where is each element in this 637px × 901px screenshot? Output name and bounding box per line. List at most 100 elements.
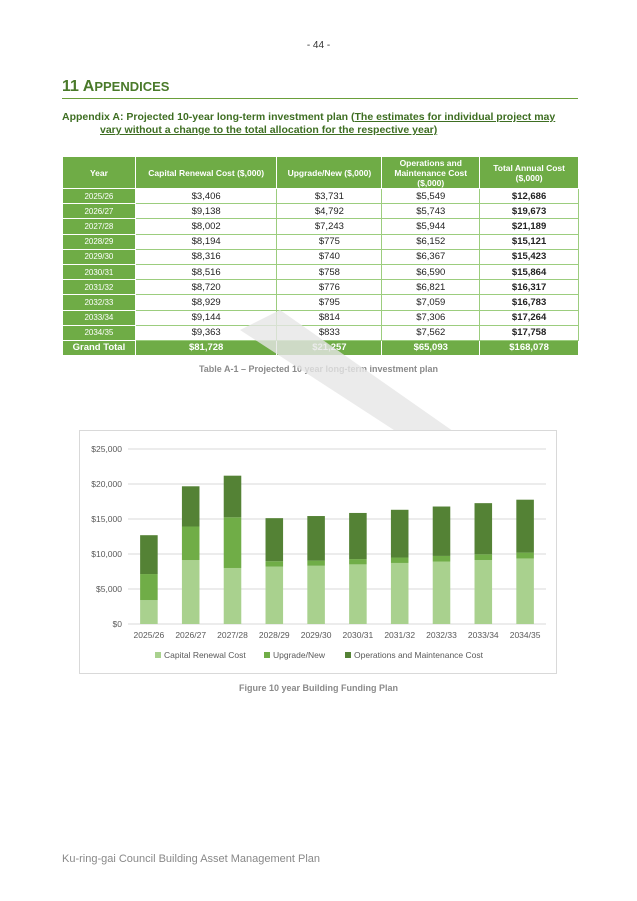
cell-total-annual: $16,783 [479, 294, 579, 311]
legend-swatch [345, 652, 351, 658]
section-title-rest: PPENDICES [94, 79, 170, 94]
x-tick-label: 2027/28 [217, 630, 248, 640]
bar-segment [265, 561, 284, 567]
bar-segment [307, 560, 325, 566]
stacked-bar-chart: $0 $5,000 $10,000 $15,000 $20,000 $25,000 2025… [91, 444, 546, 660]
cell-year: 2033/34 [62, 309, 136, 326]
x-tick-label: 2033/34 [468, 630, 499, 640]
bar-segment [474, 559, 493, 624]
header-upgrade-new: Upgrade/New ($,000) [276, 156, 383, 189]
table-body: 2025/26 $3,406 $3,731 $5,549 $12,686 2026/27 $… [62, 187, 579, 357]
cell-year: 2034/35 [62, 324, 136, 341]
y-tick-label: $15,000 [91, 514, 122, 524]
cell-upgrade-new: $3,731 [276, 187, 383, 205]
bar-segment [516, 552, 534, 559]
table-row: 2027/28 $8,002 $7,243 $5,944 $21,189 [62, 218, 579, 235]
header-capital-renewal: Capital Renewal Cost ($,000) [134, 156, 278, 189]
bar-segment [181, 486, 200, 527]
cell-total-annual: $21,189 [479, 218, 579, 235]
cell-upgrade-new: $776 [276, 279, 383, 296]
cell-operations-maintenance: $6,367 [381, 248, 481, 265]
x-tick-label: 2029/30 [301, 630, 332, 640]
cell-year: 2029/30 [62, 248, 136, 265]
cell-year: 2027/28 [62, 218, 136, 235]
table-row: 2028/29 $8,194 $775 $6,152 $15,121 [62, 233, 579, 250]
cell-total-annual: $19,673 [479, 203, 579, 220]
cell-capital-renewal: $8,194 [134, 233, 278, 250]
bar-segment [349, 564, 367, 624]
y-tick-label: $25,000 [91, 444, 122, 454]
cell-capital-renewal: $8,002 [134, 218, 278, 235]
cell-year: 2031/32 [62, 279, 136, 296]
cell-year: 2025/26 [62, 187, 136, 205]
header-total-annual: Total Annual Cost ($,000) [479, 156, 579, 189]
cell-capital-renewal: $9,363 [134, 324, 278, 341]
y-tick-label: $5,000 [96, 584, 122, 594]
cell-operations-maintenance: $5,743 [381, 203, 481, 220]
table-row: 2031/32 $8,720 $776 $6,821 $16,317 [62, 279, 579, 296]
section-first-letter: A [82, 78, 95, 95]
bar-segment [390, 509, 409, 558]
y-tick-label: $10,000 [91, 549, 122, 559]
cell-upgrade-new: $4,792 [276, 203, 383, 220]
legend-swatch [155, 652, 161, 658]
cell-upgrade-new: $775 [276, 233, 383, 250]
legend-label: Capital Renewal Cost [164, 650, 246, 660]
bar-segment [223, 517, 242, 568]
table-row: 2033/34 $9,144 $814 $7,306 $17,264 [62, 309, 579, 326]
cell-capital-renewal: $3,406 [134, 187, 278, 205]
cell-operations-maintenance: $5,944 [381, 218, 481, 235]
grand-total-total-annual: $168,078 [479, 339, 579, 357]
grand-total-upgrade-new: $21,257 [276, 339, 383, 357]
grand-total-capital-renewal: $81,728 [134, 339, 278, 357]
bar-segment [349, 512, 367, 560]
appendix-note-line1: The estimates for individual project may [354, 111, 556, 123]
bar-segment [223, 567, 242, 624]
section-heading: 11 APPENDICES [62, 78, 578, 99]
x-tick-label: 2030/31 [343, 630, 374, 640]
legend-label: Upgrade/New [273, 650, 326, 660]
bar-segment [349, 559, 367, 565]
x-tick-label: 2032/33 [426, 630, 457, 640]
bar-segment [265, 518, 284, 562]
bar-segment [181, 560, 200, 624]
bar-segment [223, 475, 242, 518]
cell-capital-renewal: $8,720 [134, 279, 278, 296]
header-year: Year [62, 156, 136, 189]
bar-segment [307, 516, 325, 561]
investment-table: Year Capital Renewal Cost ($,000) Upgrad… [62, 156, 579, 357]
table-row: 2029/30 $8,316 $740 $6,367 $15,423 [62, 248, 579, 265]
cell-operations-maintenance: $7,306 [381, 309, 481, 326]
x-tick-label: 2028/29 [259, 630, 290, 640]
bar-segment [181, 526, 200, 561]
cell-operations-maintenance: $7,562 [381, 324, 481, 341]
page-footer: Ku-ring-gai Council Building Asset Manag… [62, 853, 321, 865]
cell-year: 2030/31 [62, 263, 136, 281]
table-row: 2034/35 $9,363 $833 $7,562 $17,758 [62, 324, 579, 341]
cell-operations-maintenance: $5,549 [381, 187, 481, 205]
cell-total-annual: $15,864 [479, 263, 579, 281]
bar-segment [265, 566, 284, 624]
cell-total-annual: $17,758 [479, 324, 579, 341]
chart-caption: Figure 10 year Building Funding Plan [238, 683, 399, 693]
cell-upgrade-new: $833 [276, 324, 383, 341]
table-caption: Table A-1 – Projected 10 year long-term … [198, 364, 439, 374]
bar-segment [140, 600, 158, 624]
bar-segment [140, 574, 158, 601]
y-tick-label: $0 [113, 619, 123, 629]
section-number: 11 [62, 78, 83, 95]
cell-upgrade-new: $7,243 [276, 218, 383, 235]
table-header-row: Year Capital Renewal Cost ($,000) Upgrad… [62, 156, 579, 189]
cell-operations-maintenance: $6,590 [381, 263, 481, 281]
chart-container: $0 $5,000 $10,000 $15,000 $20,000 $25,000 2025… [79, 430, 557, 674]
appendix-note-line2: vary without a change to the total alloc… [100, 124, 438, 136]
bar-segment [474, 503, 493, 555]
x-tick-label: 2031/32 [384, 630, 415, 640]
grand-total-year: Grand Total [62, 339, 136, 357]
cell-capital-renewal: $8,929 [134, 294, 278, 311]
cell-year: 2028/29 [62, 233, 136, 250]
table-row: 2032/33 $8,929 $795 $7,059 $16,783 [62, 294, 579, 311]
cell-total-annual: $15,121 [479, 233, 579, 250]
bar-segment [432, 561, 451, 624]
cell-operations-maintenance: $6,152 [381, 233, 481, 250]
